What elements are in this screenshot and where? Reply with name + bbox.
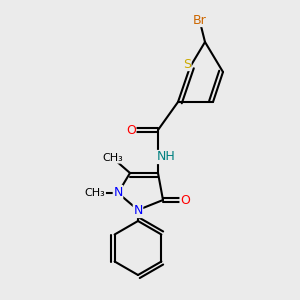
Text: N: N [113,185,123,199]
Text: CH₃: CH₃ [85,188,105,198]
Text: Br: Br [193,14,207,26]
Text: NH: NH [157,151,175,164]
Text: CH₃: CH₃ [103,153,123,163]
Text: S: S [183,58,191,70]
Text: N: N [133,205,143,218]
Text: O: O [126,124,136,136]
Text: O: O [180,194,190,206]
